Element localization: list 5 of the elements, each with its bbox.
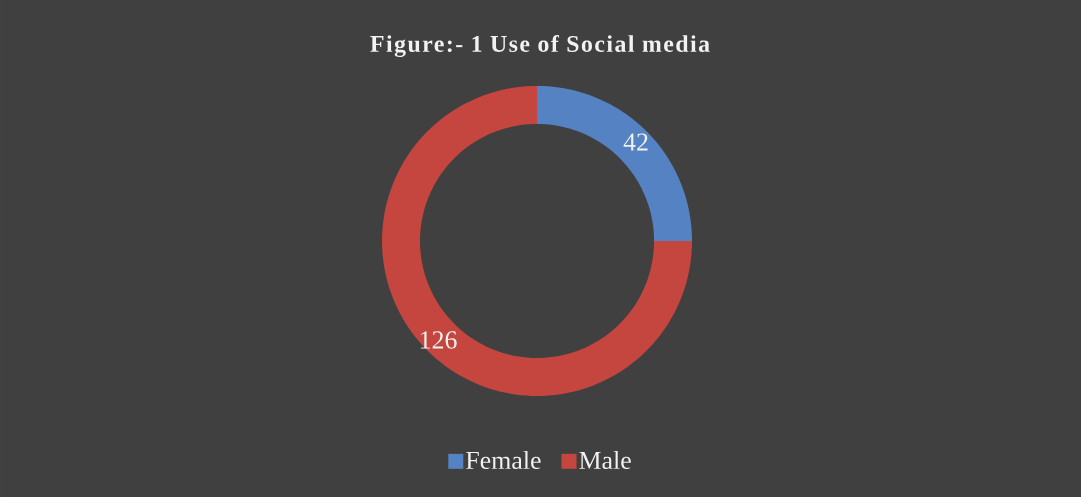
data-label: 42 (623, 133, 648, 151)
legend-label: Female (466, 450, 541, 470)
chart-title: Figure:- 1 Use of Social media (370, 34, 710, 58)
legend-label: Male (579, 450, 631, 470)
data-label: 126 (420, 331, 457, 349)
